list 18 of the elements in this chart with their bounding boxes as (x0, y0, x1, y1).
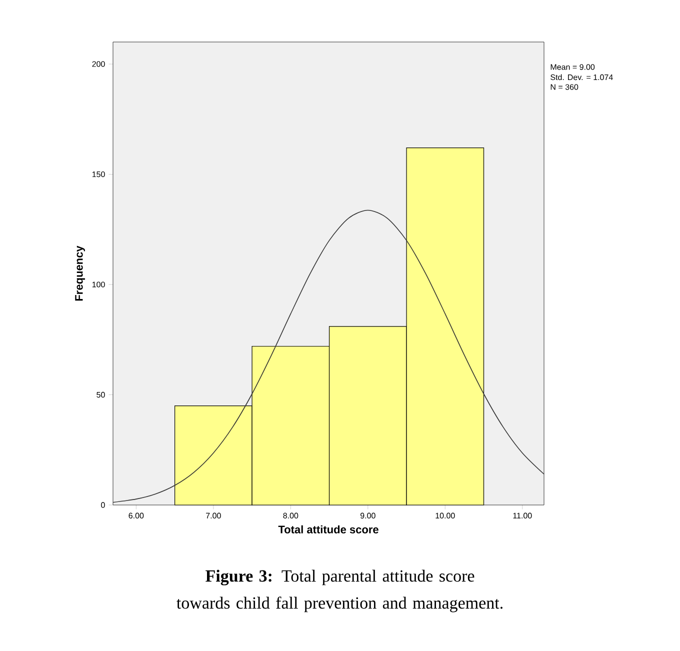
x-tick-label: 9.00 (360, 512, 376, 518)
line-series (112, 210, 544, 503)
text: Figure 3: Total parental attitude score towards child fall prevention and management. (176, 570, 502, 612)
x-tick-label: 6.00 (128, 512, 144, 518)
text: Std. Dev. = 1.074 (550, 74, 613, 80)
y-tick-label: 200 (92, 61, 105, 67)
text: Mean = 9.00 (550, 64, 595, 70)
text: N = 360 (550, 84, 578, 90)
x-tick-label: 8.00 (283, 512, 298, 518)
x-tick-label: 11.00 (513, 512, 532, 518)
y-tick-label: 100 (92, 282, 105, 288)
y-tick-label: 0 (101, 502, 105, 508)
x-tick-label: 7.00 (206, 512, 221, 518)
y-tick-label: 50 (96, 392, 105, 398)
y-axis-title: Frequency (75, 246, 85, 301)
x-axis-title: Total attitude score (278, 525, 378, 534)
x-tick-label: 10.00 (436, 512, 455, 518)
y-tick-label: 150 (92, 171, 105, 178)
